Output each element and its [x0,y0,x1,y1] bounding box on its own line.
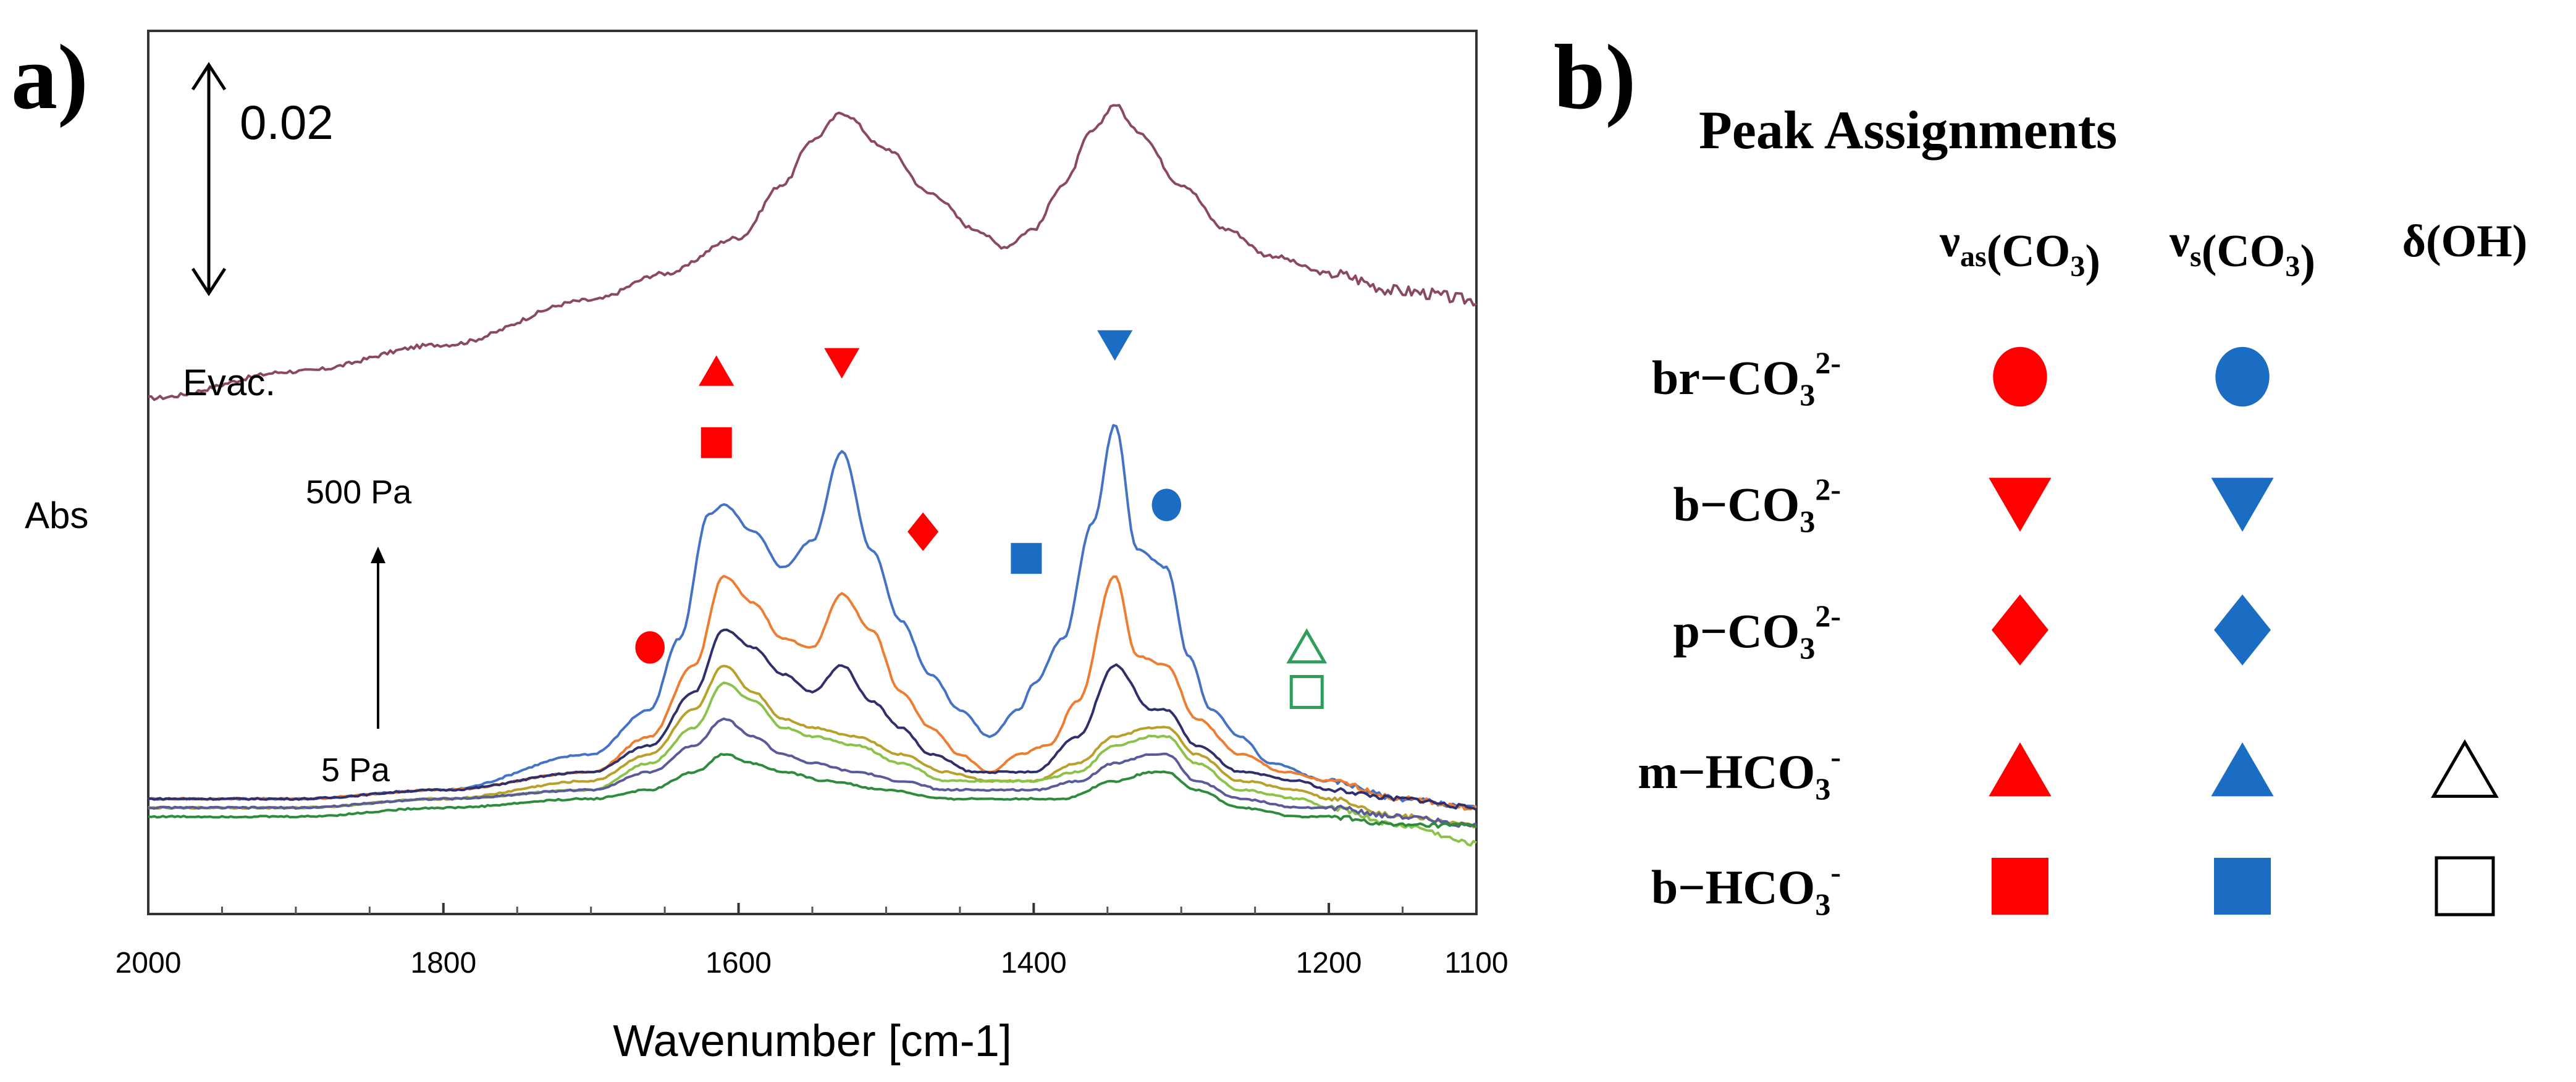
assignment-symbol-diamond [1992,594,2048,666]
pressure-high-label: 500 Pa [306,474,412,511]
spectra-chart: 2000 1800 1600 1400 1200 1100 0.02 Evac. 500 … [25,30,1509,1066]
x-axis-ticks: 2000 1800 1600 1400 1200 1100 [116,903,1509,979]
peak-marker-triangle-up [699,355,734,386]
series-line-0 [148,104,1477,401]
peak-marker-triangle-down [824,348,860,379]
assignment-symbol-triangle-down [1989,477,2052,532]
row-label: b−HCO3- [1651,855,1841,921]
assignment-symbol-square [2214,858,2271,915]
table-column-headers: νas(CO3) νs(CO3) δ(OH) [1939,216,2527,287]
assignment-symbol-square [2435,856,2495,916]
x-tick-label: 2000 [116,947,182,979]
table-title: Peak Assignments [1699,101,2117,161]
assignment-symbol-triangle-up [1989,742,2052,797]
peak-assignment-table: Peak Assignments νas(CO3) νs(CO3) δ(OH) br… [1638,101,2527,921]
x-tick-label: 1600 [705,947,772,979]
peak-marker-square [1011,543,1042,574]
peak-marker-square [701,427,732,458]
scale-bar [191,62,227,296]
series-line-4 [148,665,1477,829]
x-tick-label: 1200 [1296,947,1362,979]
peak-marker-diamond [907,512,939,551]
pressure-low-label: 5 Pa [321,752,390,789]
assignment-symbol-triangle-up [2431,739,2499,798]
assignment-symbol-circle [2215,346,2270,407]
assignment-symbol-diamond [2214,594,2271,666]
x-tick-label: 1800 [410,947,476,979]
row-label: b−CO32- [1673,472,1841,539]
column-header: νs(CO3) [2169,216,2315,287]
peak-marker-triangle-up [1286,628,1328,664]
column-header: νas(CO3) [1939,216,2100,287]
row-label: br−CO32- [1652,345,1841,412]
peak-marker-square [1289,674,1324,709]
pressure-arrow [371,547,385,729]
y-axis-label: Abs [25,495,88,536]
scale-bar-label: 0.02 [240,95,334,149]
assignment-symbol-triangle-down [2211,477,2274,532]
assignment-symbol-square [1992,858,2048,915]
peak-marker-circle [1151,489,1182,521]
peak-markers [635,330,1328,709]
x-tick-label: 1100 [1444,947,1508,979]
x-axis-label: Wavenumber [cm-1] [613,1017,1012,1066]
table-rows: br−CO32- b−CO32- p−CO32- m−HCO3- b−HCO3- [1638,345,2499,921]
series-line-7 [148,753,1477,829]
spectra-lines [148,104,1478,847]
peak-marker-triangle-down [1097,330,1133,361]
row-label: p−CO32- [1673,598,1841,665]
panel-a-label: a) [11,26,88,128]
x-tick-label: 1400 [1001,947,1067,979]
peak-marker-circle [635,631,665,664]
evac-label: Evac. [183,362,276,403]
assignment-symbol-triangle-up [2211,742,2274,797]
row-label: m−HCO3- [1638,739,1841,806]
column-header: δ(OH) [2402,216,2528,267]
series-line-3 [148,628,1477,811]
panel-b-label: b) [1554,26,1636,128]
assignment-symbol-circle [1993,346,2047,407]
series-line-6 [148,717,1477,828]
